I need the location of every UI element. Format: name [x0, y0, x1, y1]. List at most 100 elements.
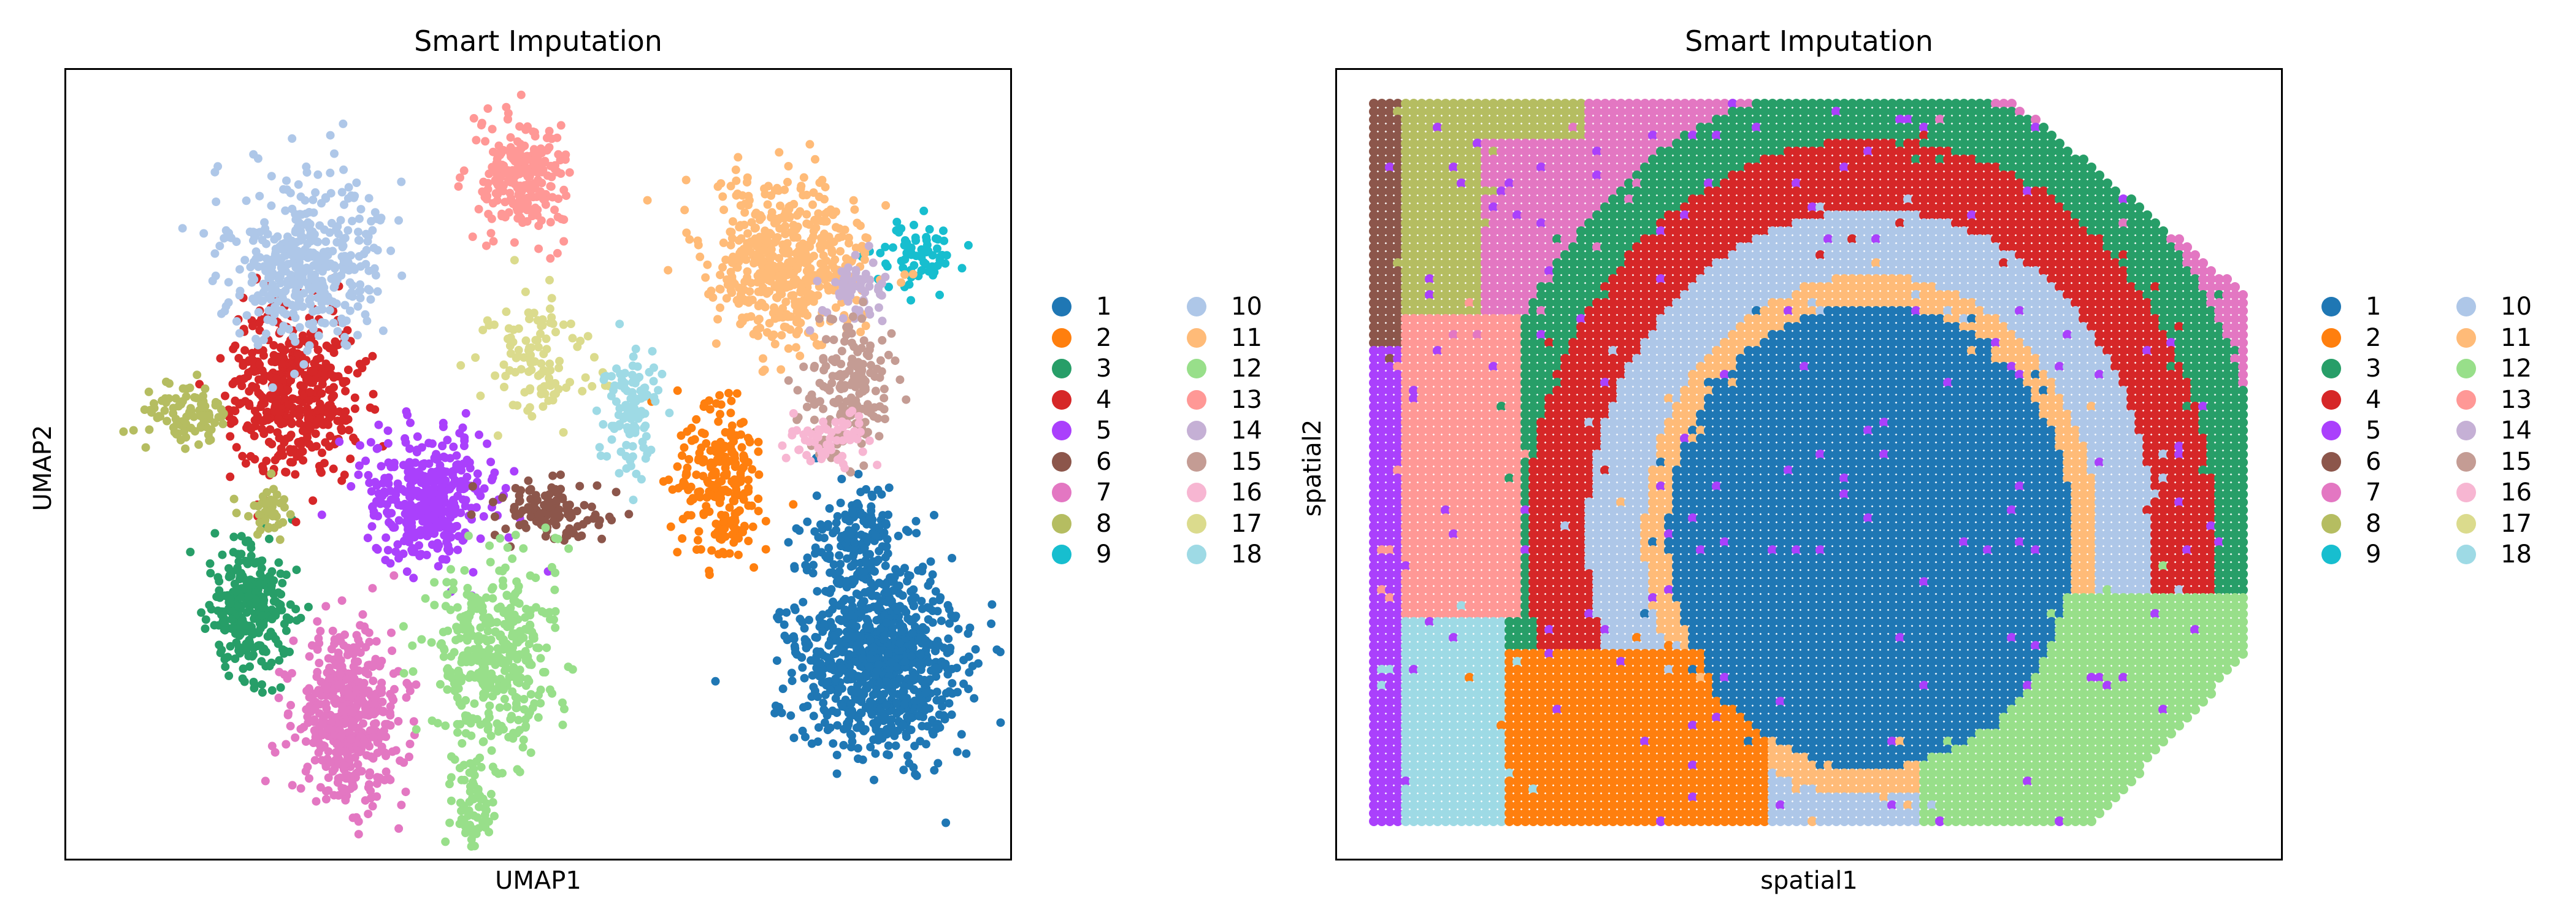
umap-point [911, 236, 921, 245]
umap-point [269, 285, 278, 294]
umap-point [481, 137, 490, 146]
umap-point [692, 415, 701, 424]
umap-point [805, 255, 815, 264]
umap-point [864, 305, 873, 315]
umap-point [453, 719, 462, 729]
umap-point [356, 205, 366, 214]
umap-point [924, 657, 933, 667]
umap-point [280, 287, 289, 296]
umap-point [860, 543, 869, 553]
umap-point [812, 647, 821, 656]
umap-point [855, 723, 864, 732]
umap-point [268, 383, 277, 392]
umap-point [339, 119, 348, 128]
umap-point [441, 476, 450, 485]
umap-point [819, 651, 828, 660]
umap-point [267, 172, 276, 181]
umap-point [867, 490, 876, 499]
umap-point [389, 458, 399, 467]
umap-point [556, 470, 565, 480]
umap-point [515, 627, 524, 636]
umap-point [819, 366, 829, 375]
umap-point [754, 287, 763, 296]
umap-point [259, 429, 269, 439]
umap-point [267, 686, 277, 695]
umap-point [484, 817, 493, 826]
umap-point [696, 487, 705, 496]
umap-point [276, 569, 285, 578]
umap-point [447, 565, 455, 574]
umap-point [373, 545, 382, 554]
umap-point [912, 771, 921, 780]
umap-point [269, 351, 278, 360]
umap-point [485, 645, 494, 654]
umap-point [182, 392, 191, 401]
umap-point [847, 611, 856, 620]
umap-point [313, 667, 322, 677]
umap-point [466, 759, 475, 768]
umap-point [215, 640, 224, 650]
umap-point [483, 439, 492, 448]
umap-point [921, 688, 930, 697]
umap-point [250, 297, 259, 306]
umap-point [846, 282, 856, 291]
umap-point [205, 436, 214, 445]
umap-point [255, 191, 264, 201]
umap-point [238, 451, 247, 461]
umap-point [467, 731, 476, 740]
umap-point [321, 787, 331, 796]
umap-point [367, 522, 377, 531]
umap-point [557, 215, 566, 224]
umap-point [523, 217, 532, 226]
umap-point [453, 693, 462, 702]
umap-point [416, 550, 426, 559]
umap-point [867, 710, 876, 719]
umap-point [251, 421, 260, 431]
umap-point [804, 278, 813, 287]
umap-point [397, 271, 407, 280]
umap-point [479, 693, 488, 702]
umap-point [882, 543, 891, 552]
umap-point [883, 588, 892, 597]
umap-point [249, 258, 258, 266]
umap-point [944, 634, 953, 643]
umap-point [316, 627, 325, 635]
umap-point [516, 90, 526, 99]
umap-point [948, 679, 957, 688]
umap-point [281, 467, 290, 477]
umap-point [469, 113, 478, 123]
umap-point [467, 510, 476, 519]
umap-point [752, 253, 761, 261]
umap-point [802, 210, 811, 219]
umap-point [354, 228, 362, 237]
umap-point [230, 580, 239, 588]
umap-point [394, 216, 403, 225]
umap-point [902, 239, 911, 248]
umap-point [842, 577, 851, 586]
umap-point [247, 543, 256, 553]
umap-plot-area [64, 68, 1012, 861]
umap-point [781, 297, 791, 307]
umap-point [373, 287, 382, 296]
umap-point [735, 283, 744, 293]
umap-point [929, 597, 938, 606]
umap-point [512, 204, 521, 213]
umap-point [859, 336, 868, 345]
umap-point [364, 470, 373, 480]
umap-point [832, 223, 840, 232]
umap-point [462, 472, 472, 481]
umap-point [242, 311, 251, 320]
umap-point [754, 437, 763, 447]
umap-point [503, 543, 512, 552]
umap-point [782, 608, 791, 617]
umap-point [205, 411, 214, 420]
umap-point [941, 818, 951, 827]
umap-point [249, 678, 258, 686]
umap-point [726, 286, 735, 295]
umap-point [424, 459, 434, 468]
umap-point [350, 265, 359, 274]
umap-point [505, 188, 515, 197]
umap-point [776, 201, 784, 210]
umap-point [144, 387, 153, 396]
umap-point [792, 524, 801, 533]
